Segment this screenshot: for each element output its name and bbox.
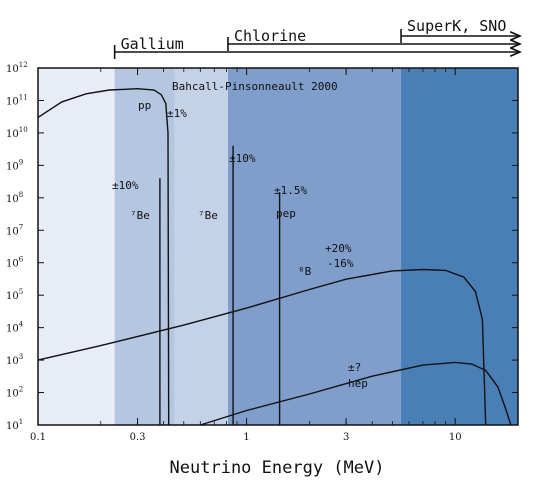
x-tick-label-0: 0.1 (30, 432, 46, 443)
pep-uncertainty: ±1.5% (274, 184, 307, 197)
y-tick-label-11: 101 (6, 418, 23, 432)
flux-curves (37, 87, 512, 426)
x-tick-label-1: 0.3 (130, 432, 146, 443)
y-tick-label-7: 105 (6, 288, 23, 302)
hep-label: hep (348, 377, 368, 390)
pp-label: pp (138, 99, 151, 112)
x-tick-label-3: 3 (343, 432, 349, 443)
y-tick-label-8: 104 (6, 321, 24, 335)
y-tick-label-2: 1010 (6, 126, 28, 140)
y-tick-label-4: 108 (6, 191, 23, 205)
energy-band-1 (38, 68, 115, 425)
energy-band-3 (227, 68, 402, 425)
b8-label: ⁸B (298, 265, 312, 278)
threshold-label-3: SuperK, SNO (407, 17, 506, 35)
be7-left-label: ⁷Be (130, 209, 150, 222)
be7-right-uncertainty: ±10% (229, 152, 256, 165)
detector-threshold-ranges: Gallium Chlorine SuperK, SNO (113, 17, 520, 59)
x-axis-title: Neutrino Energy (MeV) (170, 458, 385, 478)
energy-band-4 (401, 68, 518, 425)
pep-label: pep (276, 207, 296, 220)
be7-left-uncertainty: ±10% (112, 179, 139, 192)
threshold-label-1: Gallium (121, 35, 184, 53)
y-tick-label-1: 1011 (6, 93, 28, 107)
x-axis-ticks: 0.1 0.3 1 3 10 (30, 68, 519, 443)
flux-curve-6 (200, 361, 512, 426)
x-tick-label-2: 1 (243, 432, 249, 443)
hep-uncertainty: ±? (348, 361, 361, 374)
plot-frame (37, 67, 519, 426)
axes (37, 67, 519, 426)
y-tick-label-10: 102 (6, 386, 23, 400)
annotations: Bahcall-Pinsonneault 2000 pp ±1% ±10% ⁷B… (112, 80, 368, 390)
y-tick-label-6: 106 (6, 256, 24, 270)
source-label: Bahcall-Pinsonneault 2000 (172, 80, 338, 93)
b8-uncertainty-plus: +20% (325, 242, 352, 255)
energy-bands (38, 68, 518, 425)
pp-uncertainty: ±1% (167, 107, 187, 120)
y-tick-label-0: 1012 (6, 61, 28, 75)
y-axis-ticks: 1012 1011 1010 109 108 107 106 105 104 103 102 101 (6, 61, 518, 432)
be7-right-label: ⁷Be (198, 209, 218, 222)
x-tick-label-4: 10 (449, 432, 462, 443)
y-tick-label-3: 109 (6, 158, 23, 172)
b8-uncertainty-minus: -16% (327, 257, 354, 270)
flux-curve-1 (37, 87, 170, 426)
flux-curve-5 (37, 268, 487, 426)
y-tick-label-9: 103 (6, 353, 23, 367)
energy-band-inner (174, 68, 228, 425)
y-tick-label-5: 107 (6, 223, 23, 237)
threshold-label-2: Chlorine (234, 27, 306, 45)
